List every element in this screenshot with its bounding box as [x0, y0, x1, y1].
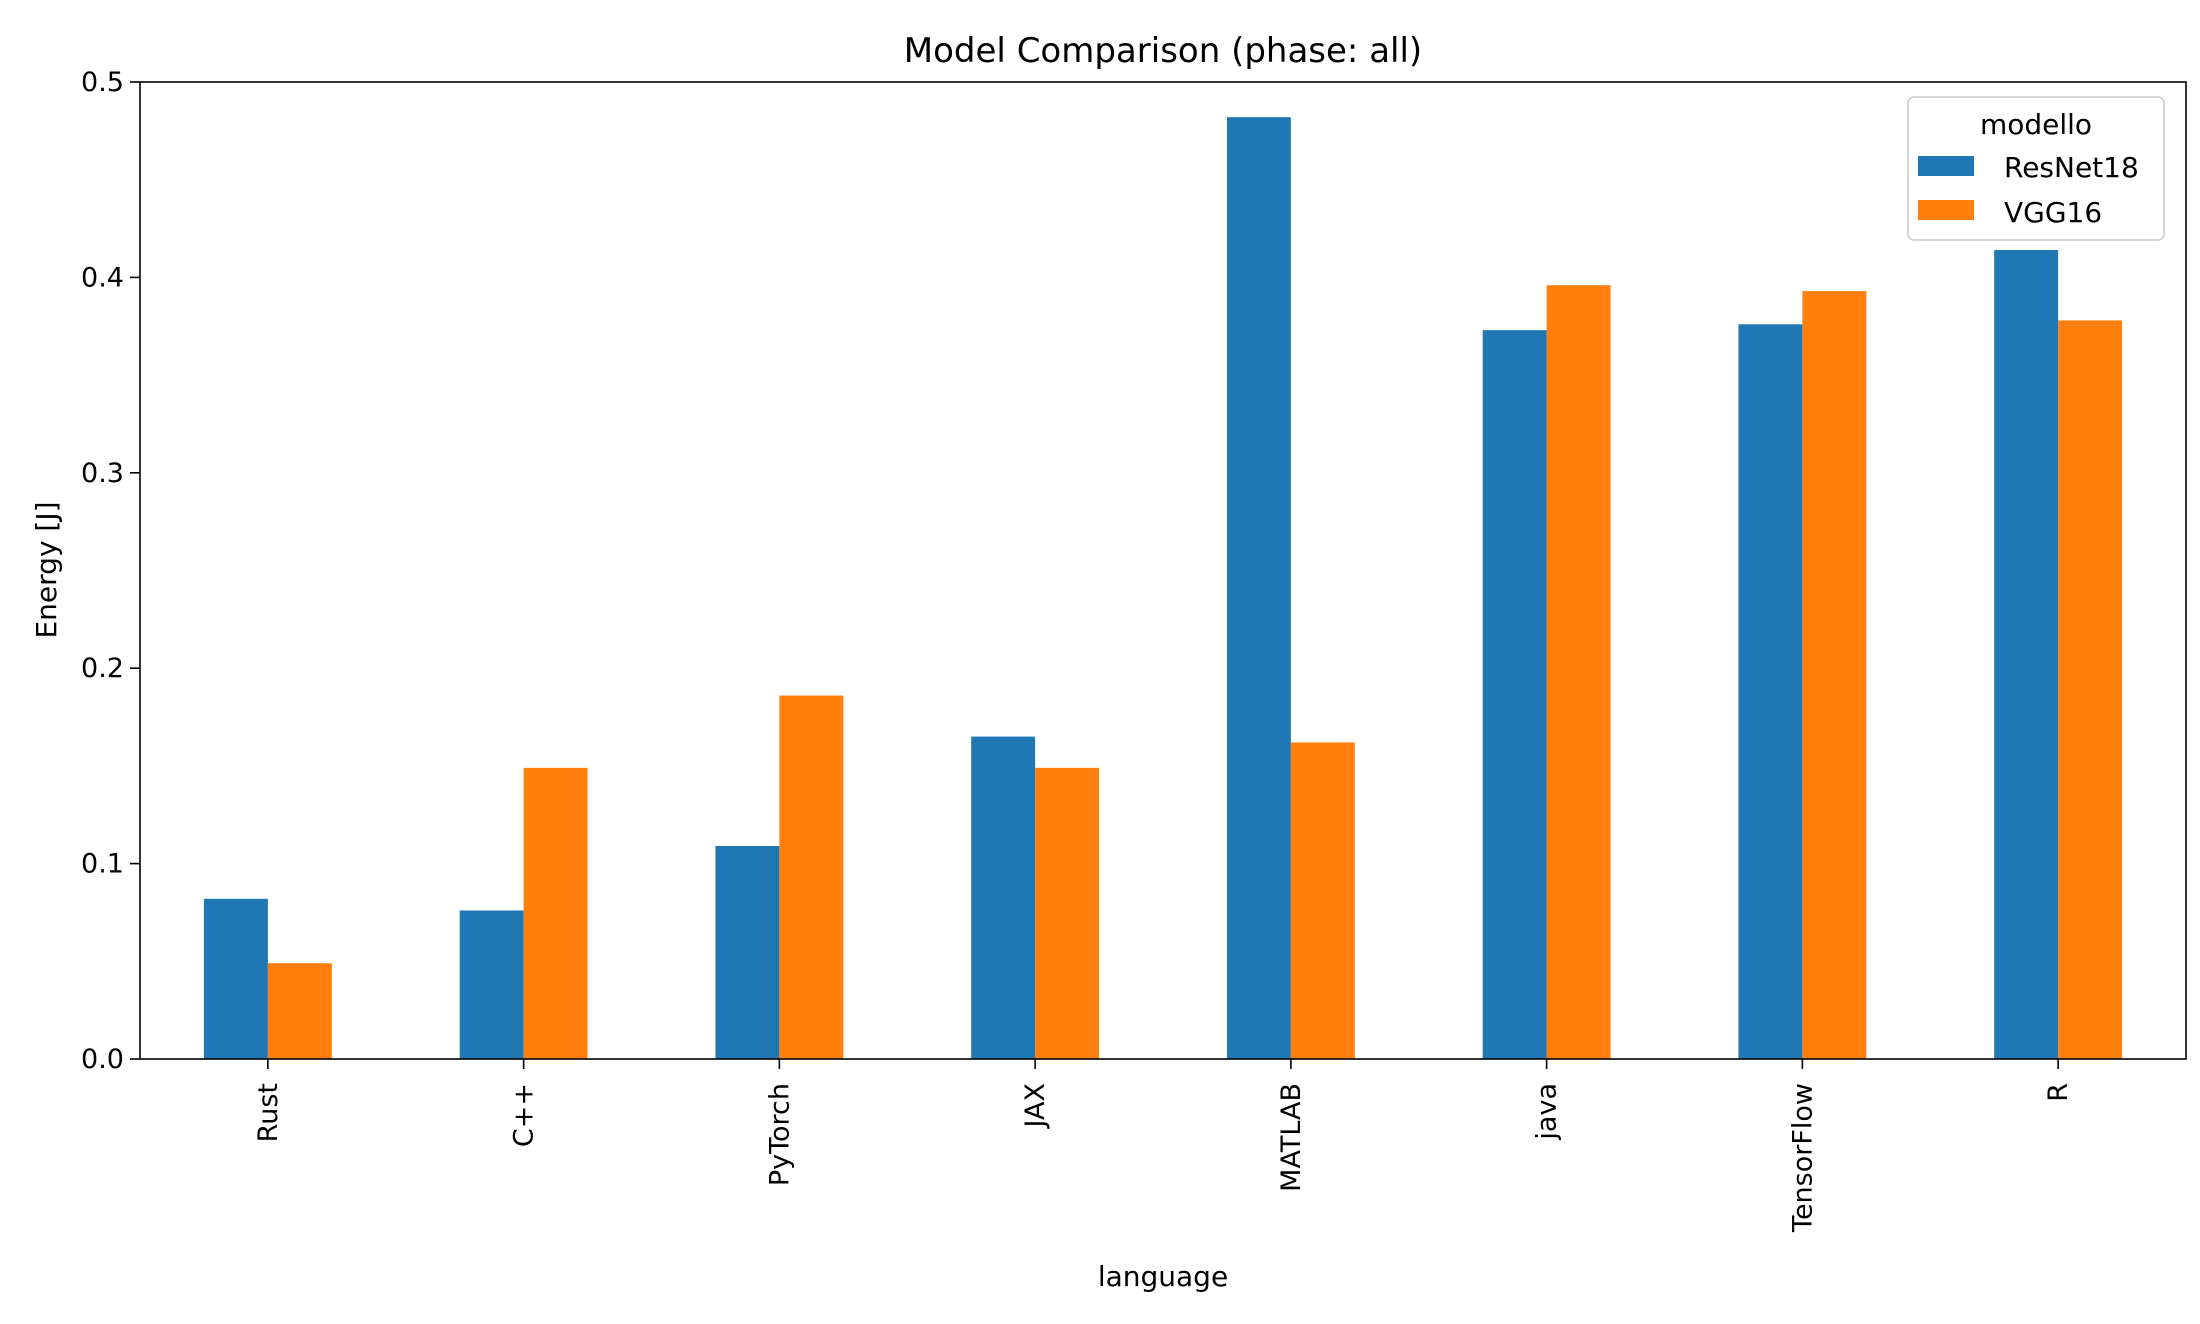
y-tick-label: 0.4 [81, 262, 124, 293]
bar-vgg16-rust [267, 963, 332, 1059]
bar-resnet18-pytorch [715, 846, 780, 1059]
bar-vgg16-matlab [1290, 742, 1355, 1059]
legend-label-vgg16: VGG16 [2004, 196, 2102, 229]
axes-frame [139, 81, 2187, 1060]
x-tick-label: TensorFlow [1787, 1083, 1818, 1233]
bar-vgg16-ccpp [523, 767, 588, 1059]
x-tick-label: java [1532, 1083, 1563, 1141]
legend-label-resnet18: ResNet18 [2004, 151, 2139, 184]
y-tick-label: 0.1 [81, 849, 124, 880]
bar-resnet18-tensorflow [1738, 324, 1803, 1059]
bar-resnet18-ccpp [459, 910, 524, 1059]
legend-title: modello [1980, 108, 2092, 141]
bar-vgg16-r [2058, 320, 2123, 1059]
y-tick-label: 0.2 [81, 653, 124, 684]
legend-swatch-vgg16 [1918, 200, 1974, 220]
bar-vgg16-pytorch [779, 695, 844, 1059]
x-tick-label: Rust [253, 1083, 284, 1142]
y-tick-label: 0.3 [81, 458, 124, 489]
y-tick-label: 0.0 [81, 1044, 124, 1075]
bar-vgg16-jax [1035, 767, 1100, 1059]
bar-resnet18-matlab [1226, 117, 1291, 1060]
legend-swatch-resnet18 [1918, 156, 1974, 176]
chart-title: Model Comparison (phase: all) [904, 31, 1422, 71]
y-tick-label: 0.5 [81, 67, 124, 98]
x-tick-label: PyTorch [764, 1083, 795, 1186]
x-axis: Rust C++ PyTorch JAX MATLAB java TensorFlow R [253, 1059, 2074, 1233]
bar-vgg16-java [1546, 285, 1611, 1060]
y-axis-label: Energy [J] [30, 501, 63, 638]
x-axis-label: language [1098, 1260, 1228, 1293]
bar-resnet18-r [1994, 250, 2059, 1060]
x-tick-label: MATLAB [1276, 1083, 1307, 1192]
x-tick-label: JAX [1020, 1083, 1051, 1129]
bar-resnet18-rust [203, 898, 268, 1059]
bar-vgg16-tensorflow [1802, 291, 1867, 1060]
x-tick-label: R [2043, 1083, 2074, 1102]
bar-resnet18-jax [971, 736, 1036, 1059]
plot-area [203, 117, 2123, 1060]
bar-resnet18-java [1482, 330, 1547, 1059]
y-axis: 0.0 0.1 0.2 0.3 0.4 0.5 [81, 67, 140, 1075]
x-tick-label: C++ [509, 1083, 540, 1147]
legend: modello ResNet18 VGG16 [1907, 96, 2165, 241]
